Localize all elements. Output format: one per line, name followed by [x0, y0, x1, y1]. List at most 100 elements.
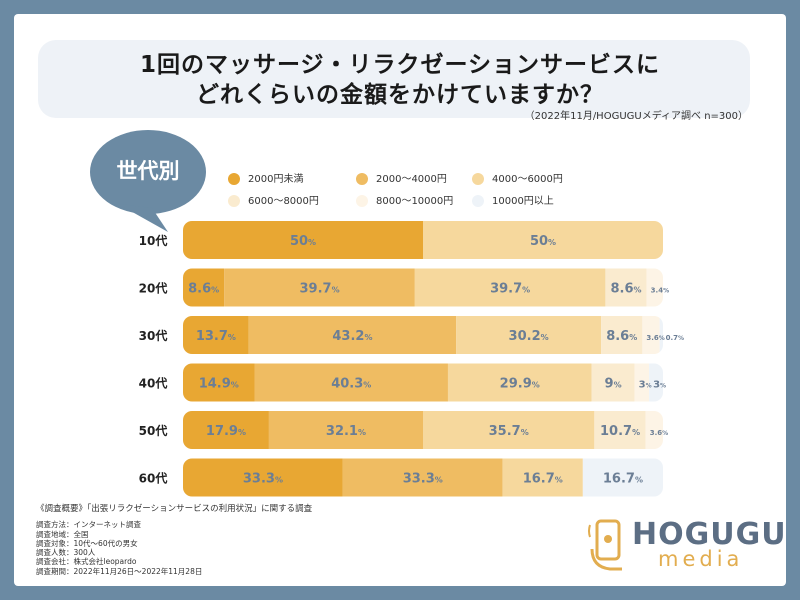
bar-row — [183, 363, 663, 402]
value-label: 50% — [530, 234, 556, 249]
survey-line: 調査地域：全国 — [36, 529, 89, 539]
legend-item: 10000円以上 — [472, 192, 554, 207]
value-label: 8.6% — [611, 282, 642, 297]
value-label: 10.7% — [600, 424, 640, 439]
percent-unit: % — [660, 383, 666, 390]
bar-row — [183, 411, 663, 449]
percent-unit: % — [635, 476, 643, 485]
survey-line: 調査人数：300人 — [36, 548, 96, 558]
bar-segment — [183, 268, 225, 307]
percent-unit: % — [522, 286, 530, 295]
survey-summary: 《調査概要》「出張リラクゼーションサービスの利用状況」に関する調査 調査方法：イ… — [36, 504, 313, 576]
value-label: 8.6% — [188, 282, 219, 297]
percent-unit: % — [659, 335, 665, 342]
bar-row — [183, 316, 663, 354]
legend-swatch — [472, 173, 484, 185]
bar-segment — [594, 411, 646, 449]
bar-row — [183, 221, 663, 259]
percent-unit: % — [358, 428, 366, 437]
percent-unit: % — [632, 428, 640, 437]
value-label: 33.3% — [403, 472, 443, 487]
value-label: 8.6% — [606, 329, 637, 344]
value-label: 9% — [605, 377, 622, 392]
percent-unit: % — [231, 381, 239, 390]
legend-item: 6000〜8000円 — [228, 192, 319, 207]
phone-hand-icon — [588, 519, 622, 571]
value-label: 50% — [290, 234, 316, 249]
value-label: 35.7% — [489, 424, 529, 439]
bar-segment — [601, 316, 643, 354]
value-label: 43.2% — [332, 329, 372, 344]
value-label: 29.9% — [500, 377, 540, 392]
survey-line: 調査期間：2022年11月26日〜2022年11月28日 — [36, 566, 203, 576]
value-label: 14.9% — [199, 377, 239, 392]
bar-segment — [649, 363, 663, 402]
bar-segment — [642, 316, 660, 354]
value-label: 33.3% — [243, 472, 283, 487]
percent-unit: % — [678, 335, 684, 342]
value-label: 13.7% — [196, 329, 236, 344]
percent-unit: % — [275, 476, 283, 485]
bar-segment — [423, 221, 663, 259]
bar-segment — [502, 458, 583, 497]
legend-swatch — [356, 173, 368, 185]
value-label: 3.6% — [650, 429, 668, 437]
value-label: 39.7% — [490, 282, 530, 297]
percent-unit: % — [614, 381, 622, 390]
bar-segment — [605, 268, 647, 307]
hogugu-logo: HOGUGU media — [588, 515, 786, 575]
value-label: 16.7% — [523, 472, 563, 487]
percent-unit: % — [663, 288, 669, 295]
legend-item: 8000〜10000円 — [356, 192, 453, 207]
percent-unit: % — [238, 428, 246, 437]
percent-unit: % — [646, 383, 652, 390]
percent-unit: % — [548, 238, 556, 247]
legend-item: 2000〜4000円 — [356, 170, 447, 185]
value-label: 40.3% — [331, 377, 371, 392]
percent-unit: % — [662, 430, 668, 437]
value-label: 3.4% — [651, 287, 669, 295]
logo-sub: media — [658, 547, 744, 571]
bar-segment — [659, 316, 663, 354]
percent-unit: % — [532, 381, 540, 390]
bar-segment — [591, 363, 635, 402]
percent-unit: % — [521, 428, 529, 437]
legend-label: 2000円未満 — [248, 174, 304, 185]
legend-swatch — [356, 195, 368, 207]
bar-segment — [646, 268, 663, 307]
percent-unit: % — [629, 333, 637, 342]
percent-unit: % — [363, 381, 371, 390]
survey-heading: 《調査概要》「出張リラクゼーションサービスの利用状況」に関する調査 — [36, 504, 313, 514]
legend-label: 2000〜4000円 — [376, 174, 447, 185]
bar-segment — [183, 316, 249, 354]
percent-unit: % — [435, 476, 443, 485]
bar-segment — [414, 268, 606, 307]
bar-segment — [645, 411, 663, 449]
legend-label: 6000〜8000円 — [248, 196, 319, 207]
legend-label: 4000〜6000円 — [492, 174, 563, 185]
survey-note: （2022年11月/HOGUGUメディア調べ n=300） — [524, 111, 748, 122]
title-line-2: どれくらいの金額をかけていますか？ — [196, 82, 604, 108]
value-label: 3% — [653, 380, 666, 391]
percent-unit: % — [308, 238, 316, 247]
legend-label: 10000円以上 — [492, 196, 554, 207]
bar-segment — [634, 363, 650, 402]
value-label: 39.7% — [300, 282, 340, 297]
bar-row — [183, 268, 663, 307]
logo-word: HOGUGU — [632, 517, 787, 552]
percent-unit: % — [211, 286, 219, 295]
legend-swatch — [228, 195, 240, 207]
bar-segment — [456, 316, 602, 354]
bar-segment — [423, 411, 595, 449]
bar-segment — [268, 411, 423, 449]
bar-segment — [183, 221, 423, 259]
percent-unit: % — [364, 333, 372, 342]
survey-line: 調査対象：10代〜60代の男女 — [36, 538, 138, 548]
category-label: 60代 — [139, 471, 168, 486]
category-label: 30代 — [139, 328, 168, 343]
value-label: 3% — [639, 380, 652, 391]
value-label: 16.7% — [603, 472, 643, 487]
percent-unit: % — [634, 286, 642, 295]
